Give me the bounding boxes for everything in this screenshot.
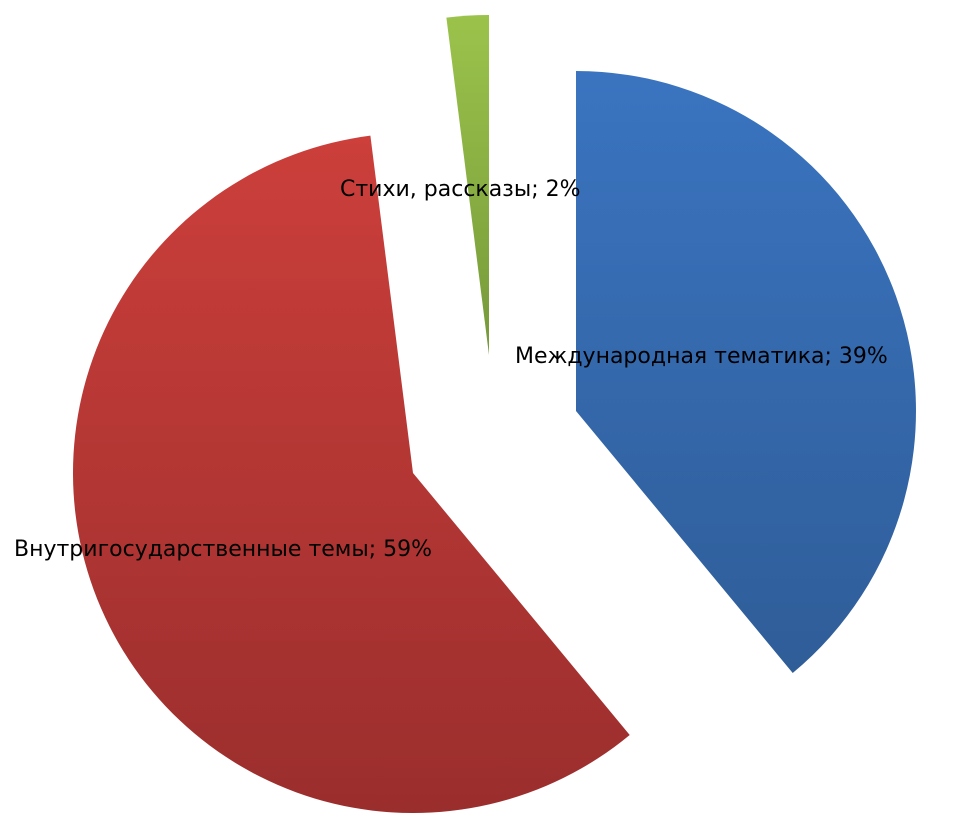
labels-layer: Международная тематика; 39% Внутригосуда… (14, 177, 888, 562)
slice-label-domestic: Внутригосударственные темы; 59% (14, 537, 432, 562)
pie-slice-international (576, 71, 916, 673)
pie-slice-poems-stories (446, 15, 489, 355)
slices-layer (73, 15, 916, 813)
slice-label-poems-stories: Стихи, рассказы; 2% (340, 177, 581, 202)
pie-slice-domestic (73, 135, 630, 813)
slice-label-international: Международная тематика; 39% (515, 344, 888, 369)
